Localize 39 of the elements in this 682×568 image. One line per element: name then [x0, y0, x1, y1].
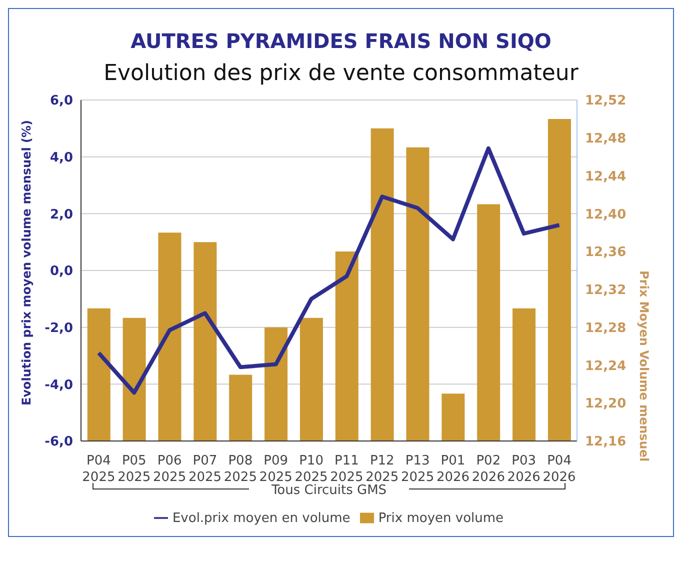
x-tick-label: P06 2025 [153, 454, 186, 485]
y2-tick-label: 12,52 [585, 94, 626, 109]
y-tick-label: -4,0 [44, 378, 73, 393]
x-tick-label: P02 2026 [472, 454, 505, 485]
x-tick-label: P12 2025 [366, 454, 399, 485]
x-tick-label: P13 2025 [401, 454, 434, 485]
y2-tick-label: 12,32 [585, 283, 626, 298]
y-tick-label: -2,0 [44, 320, 73, 336]
y2-tick-label: 12,16 [585, 434, 626, 450]
x-tick-label: P10 2025 [294, 454, 328, 485]
x-tick-label: P08 2025 [224, 454, 257, 485]
x-tick-label: P03 2026 [507, 454, 540, 485]
line-series [96, 146, 562, 395]
x-tick-label: P11 2025 [330, 454, 364, 485]
x-tick-label: P01 2026 [436, 454, 470, 485]
y-tick-label: 0,0 [50, 264, 73, 280]
chart-title: AUTRES PYRAMIDES FRAIS NON SIQO [130, 29, 552, 53]
y2-tick-label: 12,20 [585, 396, 626, 412]
y2-tick-label: 12,24 [585, 358, 626, 374]
y2-tick-label: 12,40 [585, 207, 626, 222]
x-tick-label: P05 2025 [118, 454, 151, 485]
x-tick-label: P04 2025 [82, 454, 116, 485]
y-axis-title: Evolution prix moyen volume mensuel (%) [19, 120, 34, 406]
y-tick-label: 2,0 [50, 207, 73, 222]
x-tick-label: P04 2026 [542, 454, 576, 485]
y2-tick-label: 12,48 [585, 132, 626, 147]
y-tick-label: -6,0 [44, 434, 73, 450]
y2-tick-label: 12,28 [585, 320, 626, 336]
legend-label: Evol.prix moyen en volume [172, 511, 350, 526]
x-axis-title: Tous Circuits GMS [270, 483, 387, 498]
legend-label: Prix moyen volume [378, 511, 504, 526]
y2-tick-label: 12,44 [585, 169, 626, 184]
y-tick-label: 6,0 [50, 94, 73, 109]
y2-axis-title: Prix Moyen Volume mensuel [636, 270, 651, 462]
y2-tick-label: 12,36 [585, 245, 626, 260]
x-tick-label: P09 2025 [259, 454, 292, 485]
y-tick-label: 4,0 [50, 150, 73, 166]
chart-subtitle: Evolution des prix de vente consommateur [102, 61, 580, 86]
x-tick-label: P07 2025 [188, 454, 222, 485]
